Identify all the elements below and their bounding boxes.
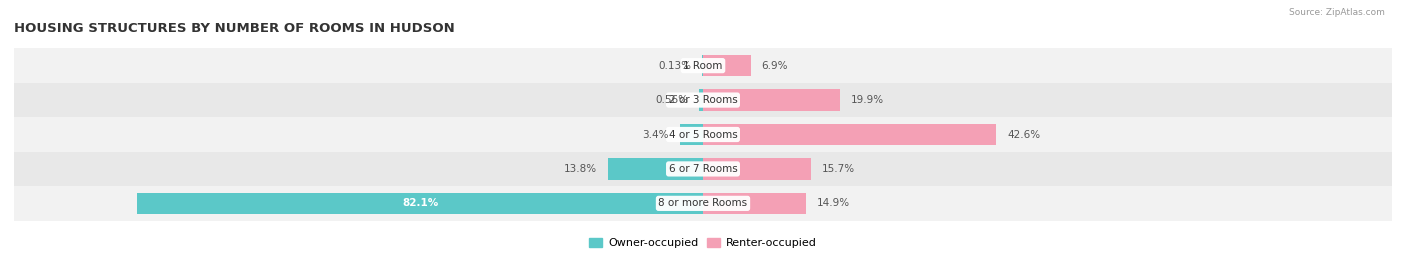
- Bar: [703, 193, 806, 214]
- Bar: [703, 55, 751, 76]
- Bar: [14, 48, 1392, 83]
- Bar: [679, 124, 703, 145]
- Legend: Owner-occupied, Renter-occupied: Owner-occupied, Renter-occupied: [585, 233, 821, 253]
- Text: 1 Room: 1 Room: [683, 61, 723, 71]
- Text: 4 or 5 Rooms: 4 or 5 Rooms: [669, 129, 737, 140]
- Text: 0.56%: 0.56%: [655, 95, 688, 105]
- Text: 6 or 7 Rooms: 6 or 7 Rooms: [669, 164, 737, 174]
- Text: 6.9%: 6.9%: [762, 61, 787, 71]
- Bar: [607, 158, 703, 180]
- Text: HOUSING STRUCTURES BY NUMBER OF ROOMS IN HUDSON: HOUSING STRUCTURES BY NUMBER OF ROOMS IN…: [14, 22, 454, 35]
- Text: 42.6%: 42.6%: [1008, 129, 1040, 140]
- Bar: [14, 186, 1392, 221]
- Bar: [703, 158, 811, 180]
- Bar: [138, 193, 703, 214]
- Text: 14.9%: 14.9%: [817, 198, 849, 208]
- Text: 15.7%: 15.7%: [823, 164, 855, 174]
- Text: 3.4%: 3.4%: [643, 129, 669, 140]
- Text: 0.13%: 0.13%: [658, 61, 692, 71]
- Text: Source: ZipAtlas.com: Source: ZipAtlas.com: [1289, 8, 1385, 17]
- Bar: [14, 117, 1392, 152]
- Bar: [14, 152, 1392, 186]
- Text: 2 or 3 Rooms: 2 or 3 Rooms: [669, 95, 737, 105]
- Text: 8 or more Rooms: 8 or more Rooms: [658, 198, 748, 208]
- Text: 13.8%: 13.8%: [564, 164, 598, 174]
- Bar: [14, 83, 1392, 117]
- Bar: [699, 89, 703, 111]
- Bar: [703, 124, 997, 145]
- Text: 19.9%: 19.9%: [851, 95, 884, 105]
- Text: 82.1%: 82.1%: [402, 198, 439, 208]
- Bar: [703, 89, 841, 111]
